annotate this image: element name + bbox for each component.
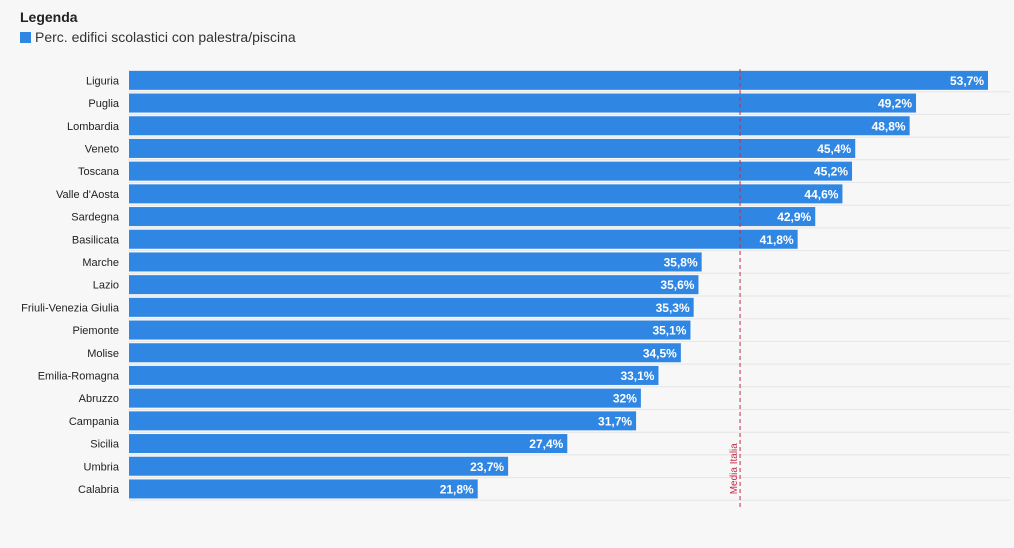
value-label: 45,2%: [814, 165, 848, 179]
bar: [129, 184, 843, 204]
value-label: 42,9%: [777, 210, 811, 224]
value-label: 33,1%: [620, 369, 654, 383]
bar: [129, 93, 917, 113]
category-label: Toscana: [78, 166, 120, 178]
category-label: Veneto: [85, 143, 119, 155]
bar: [129, 343, 681, 363]
bar: [129, 138, 856, 158]
category-label: Sardegna: [71, 212, 120, 224]
value-label: 35,3%: [656, 301, 690, 315]
value-label: 53,7%: [950, 74, 984, 88]
category-label: Piemonte: [73, 325, 119, 337]
category-label: Molise: [87, 348, 119, 360]
value-label: 21,8%: [440, 482, 474, 496]
category-label: Campania: [69, 416, 120, 428]
bar: [129, 275, 699, 295]
bar: [129, 411, 637, 431]
category-label: Basilicata: [72, 234, 120, 246]
bar: [129, 297, 694, 317]
bar: [129, 388, 641, 408]
value-label: 32%: [613, 392, 637, 406]
category-label: Liguria: [86, 75, 120, 87]
bar: [129, 434, 568, 454]
value-label: 45,4%: [817, 142, 851, 156]
category-label: Friuli-Venezia Giulia: [21, 302, 120, 314]
category-label: Sicilia: [90, 439, 120, 451]
bar: [129, 320, 691, 340]
bar: [129, 479, 478, 499]
value-label: 35,8%: [664, 255, 698, 269]
legend-swatch: [20, 31, 31, 43]
category-label: Umbria: [84, 461, 120, 473]
value-label: 34,5%: [643, 346, 677, 360]
value-label: 49,2%: [878, 97, 912, 111]
category-label: Lombardia: [67, 121, 120, 133]
bar: [129, 229, 798, 249]
legend: Legenda Perc. edifici scolastici con pal…: [20, 8, 296, 45]
category-label: Abruzzo: [79, 393, 119, 405]
legend-title: Legenda: [20, 9, 78, 25]
bar: [129, 252, 702, 272]
bar: [129, 161, 853, 181]
category-label: Puglia: [88, 98, 119, 110]
category-label: Emilia-Romagna: [38, 370, 120, 382]
value-label: 41,8%: [760, 233, 794, 247]
value-label: 35,1%: [652, 324, 686, 338]
category-label: Marche: [82, 257, 119, 269]
bar: [129, 456, 509, 476]
value-label: 44,6%: [804, 187, 838, 201]
category-label: Calabria: [78, 484, 120, 496]
value-label: 35,6%: [660, 278, 694, 292]
legend-item: Perc. edifici scolastici con palestra/pi…: [20, 29, 296, 45]
value-label: 31,7%: [598, 414, 632, 428]
category-label: Valle d'Aosta: [56, 189, 120, 201]
bar: [129, 70, 988, 90]
bar: [129, 365, 659, 385]
value-label: 27,4%: [529, 437, 563, 451]
bar: [129, 207, 816, 227]
value-label: 23,7%: [470, 460, 504, 474]
average-line-label: Media Italia: [729, 443, 740, 495]
value-label: 48,8%: [872, 119, 906, 133]
bar: [129, 116, 910, 136]
category-label: Lazio: [93, 280, 119, 292]
legend-series-label: Perc. edifici scolastici con palestra/pi…: [35, 29, 296, 45]
